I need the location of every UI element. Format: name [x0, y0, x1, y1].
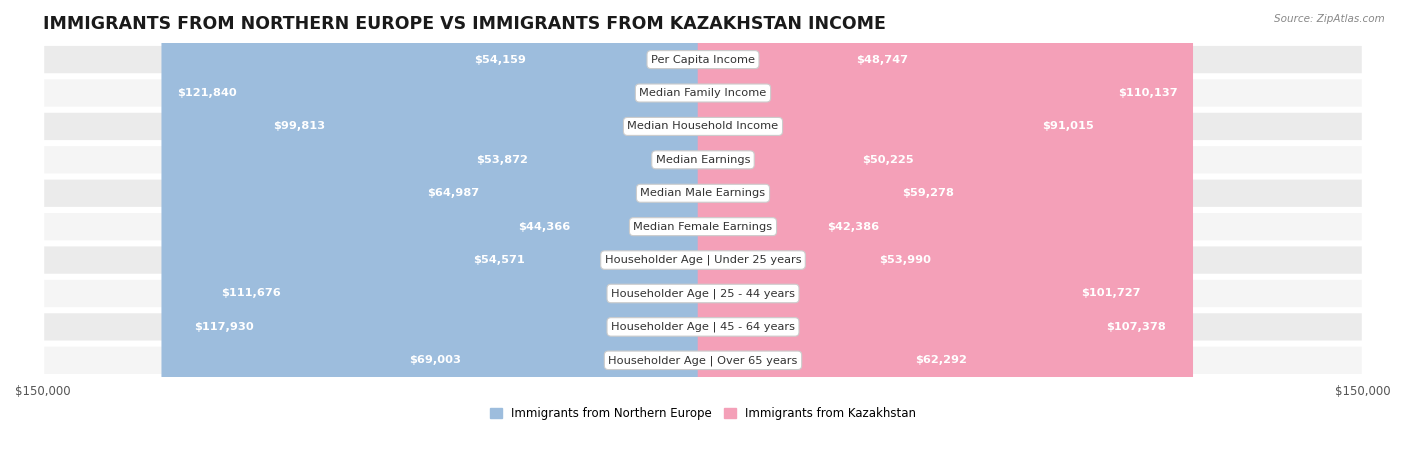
Text: $62,292: $62,292	[915, 355, 967, 365]
Text: Median Family Income: Median Family Income	[640, 88, 766, 98]
FancyBboxPatch shape	[502, 0, 709, 467]
Text: $111,676: $111,676	[221, 289, 281, 298]
Text: Median Male Earnings: Median Male Earnings	[641, 188, 765, 198]
Text: Median Female Earnings: Median Female Earnings	[634, 222, 772, 232]
FancyBboxPatch shape	[42, 245, 1364, 275]
Text: Source: ZipAtlas.com: Source: ZipAtlas.com	[1274, 14, 1385, 24]
FancyBboxPatch shape	[42, 145, 1364, 175]
Text: $110,137: $110,137	[1118, 88, 1178, 98]
Text: $69,003: $69,003	[409, 355, 461, 365]
Text: $107,378: $107,378	[1107, 322, 1166, 332]
FancyBboxPatch shape	[42, 178, 1364, 208]
FancyBboxPatch shape	[394, 0, 709, 467]
FancyBboxPatch shape	[42, 345, 1364, 375]
Text: $50,225: $50,225	[862, 155, 914, 165]
FancyBboxPatch shape	[179, 0, 709, 467]
FancyBboxPatch shape	[412, 0, 709, 467]
FancyBboxPatch shape	[42, 44, 1364, 75]
Text: Householder Age | Under 25 years: Householder Age | Under 25 years	[605, 255, 801, 265]
FancyBboxPatch shape	[697, 0, 983, 467]
Text: Median Household Income: Median Household Income	[627, 121, 779, 131]
Text: $53,990: $53,990	[879, 255, 931, 265]
Text: $91,015: $91,015	[1042, 121, 1094, 131]
FancyBboxPatch shape	[207, 0, 709, 467]
FancyBboxPatch shape	[162, 0, 709, 467]
FancyBboxPatch shape	[697, 0, 946, 467]
FancyBboxPatch shape	[42, 312, 1364, 342]
Text: $42,386: $42,386	[828, 222, 880, 232]
Text: Householder Age | Over 65 years: Householder Age | Over 65 years	[609, 355, 797, 366]
FancyBboxPatch shape	[697, 0, 929, 467]
Text: Median Earnings: Median Earnings	[655, 155, 751, 165]
Text: $44,366: $44,366	[517, 222, 569, 232]
Text: $54,159: $54,159	[475, 55, 526, 64]
FancyBboxPatch shape	[42, 78, 1364, 108]
FancyBboxPatch shape	[42, 112, 1364, 142]
FancyBboxPatch shape	[697, 0, 1156, 467]
Text: $54,571: $54,571	[472, 255, 524, 265]
Text: $101,727: $101,727	[1081, 289, 1140, 298]
Legend: Immigrants from Northern Europe, Immigrants from Kazakhstan: Immigrants from Northern Europe, Immigra…	[485, 402, 921, 425]
Text: $59,278: $59,278	[903, 188, 955, 198]
Text: Per Capita Income: Per Capita Income	[651, 55, 755, 64]
FancyBboxPatch shape	[697, 0, 969, 467]
Text: $48,747: $48,747	[856, 55, 908, 64]
FancyBboxPatch shape	[42, 278, 1364, 309]
Text: $64,987: $64,987	[427, 188, 479, 198]
FancyBboxPatch shape	[697, 0, 894, 467]
FancyBboxPatch shape	[697, 0, 922, 467]
FancyBboxPatch shape	[42, 212, 1364, 242]
FancyBboxPatch shape	[697, 0, 1181, 467]
FancyBboxPatch shape	[697, 0, 1194, 467]
FancyBboxPatch shape	[460, 0, 709, 467]
Text: IMMIGRANTS FROM NORTHERN EUROPE VS IMMIGRANTS FROM KAZAKHSTAN INCOME: IMMIGRANTS FROM NORTHERN EUROPE VS IMMIG…	[42, 15, 886, 33]
Text: Householder Age | 45 - 64 years: Householder Age | 45 - 64 years	[612, 322, 794, 332]
Text: $99,813: $99,813	[274, 121, 326, 131]
FancyBboxPatch shape	[461, 0, 709, 467]
FancyBboxPatch shape	[457, 0, 709, 467]
Text: Householder Age | 25 - 44 years: Householder Age | 25 - 44 years	[612, 288, 794, 299]
Text: $121,840: $121,840	[177, 88, 236, 98]
Text: $117,930: $117,930	[194, 322, 253, 332]
FancyBboxPatch shape	[697, 0, 1109, 467]
Text: $53,872: $53,872	[475, 155, 527, 165]
FancyBboxPatch shape	[259, 0, 709, 467]
